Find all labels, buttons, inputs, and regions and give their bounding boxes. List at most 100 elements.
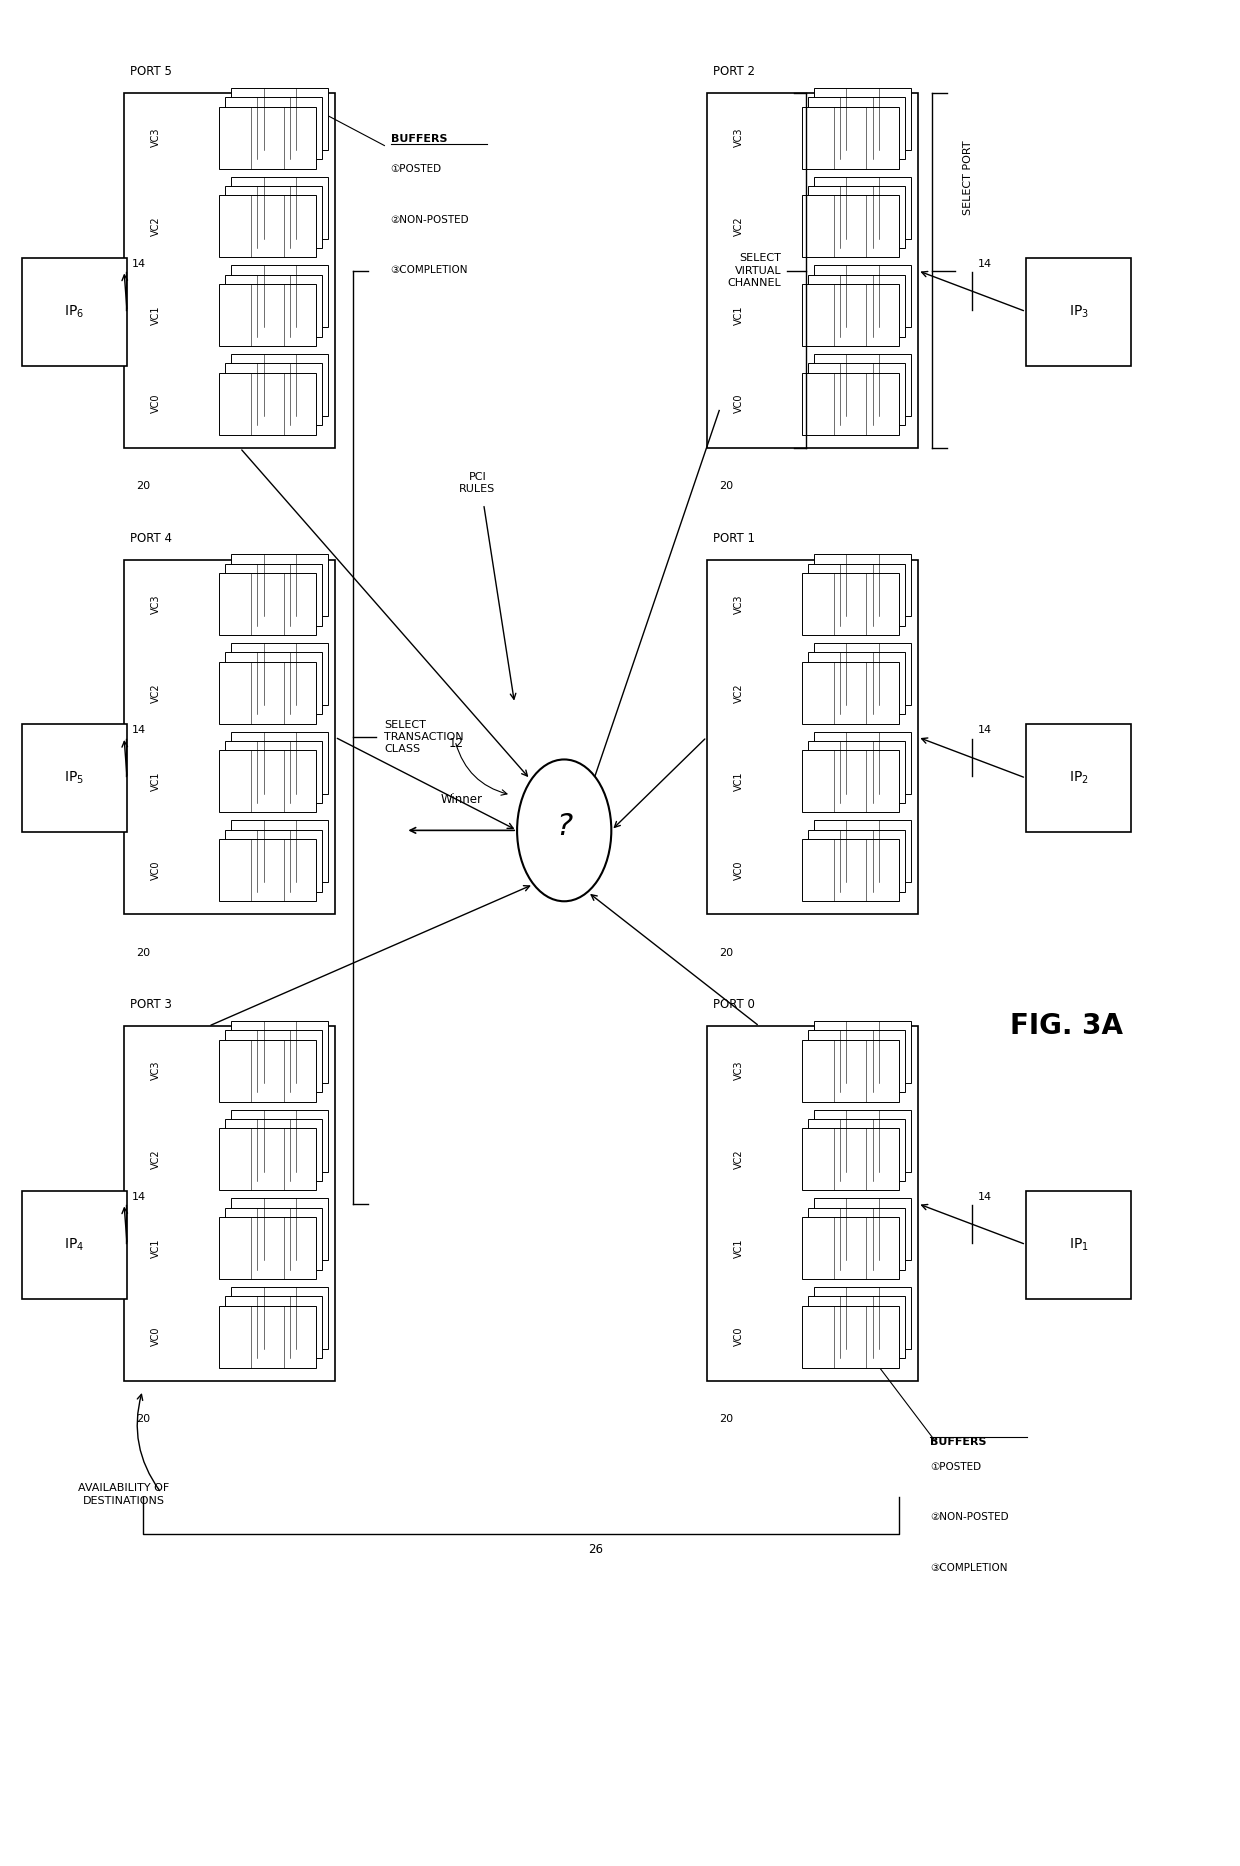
Text: IP$_2$: IP$_2$ bbox=[1069, 771, 1089, 786]
Text: VC0: VC0 bbox=[151, 1327, 161, 1345]
Bar bbox=[813, 355, 911, 416]
Bar bbox=[232, 265, 329, 327]
Bar bbox=[232, 1288, 329, 1349]
Bar bbox=[226, 653, 322, 715]
Bar bbox=[808, 830, 905, 892]
Bar bbox=[232, 821, 329, 883]
Bar bbox=[124, 93, 335, 448]
Bar bbox=[801, 106, 899, 168]
Bar bbox=[813, 1288, 911, 1349]
Bar bbox=[226, 1120, 322, 1181]
Bar bbox=[219, 662, 316, 724]
Bar bbox=[232, 554, 329, 616]
Text: VC1: VC1 bbox=[734, 1239, 744, 1258]
Bar bbox=[801, 750, 899, 812]
Bar bbox=[1025, 1191, 1131, 1299]
Text: PORT 3: PORT 3 bbox=[130, 998, 172, 1011]
Bar bbox=[707, 1026, 918, 1381]
Bar bbox=[813, 88, 911, 149]
Bar bbox=[219, 1129, 316, 1191]
Text: 14: 14 bbox=[978, 1192, 992, 1202]
Bar bbox=[226, 364, 322, 425]
Text: PORT 2: PORT 2 bbox=[713, 65, 755, 78]
Text: 12: 12 bbox=[449, 737, 464, 750]
Bar bbox=[219, 750, 316, 812]
Text: VC3: VC3 bbox=[151, 595, 161, 614]
Text: 14: 14 bbox=[131, 726, 146, 735]
Text: VC1: VC1 bbox=[151, 773, 161, 791]
Bar bbox=[801, 284, 899, 345]
Bar bbox=[219, 1306, 316, 1368]
Bar bbox=[813, 1021, 911, 1082]
Text: PORT 0: PORT 0 bbox=[713, 998, 755, 1011]
Bar bbox=[226, 187, 322, 248]
Bar bbox=[801, 1217, 899, 1278]
Bar bbox=[226, 274, 322, 336]
Bar bbox=[813, 821, 911, 883]
Bar bbox=[801, 1306, 899, 1368]
Text: 20: 20 bbox=[136, 481, 150, 491]
Text: BUFFERS: BUFFERS bbox=[930, 1437, 987, 1446]
Text: IP$_6$: IP$_6$ bbox=[64, 304, 84, 319]
Text: 14: 14 bbox=[131, 259, 146, 269]
Bar bbox=[21, 1191, 128, 1299]
Text: VC2: VC2 bbox=[734, 683, 744, 703]
Bar bbox=[219, 840, 316, 901]
Bar bbox=[813, 644, 911, 705]
Bar bbox=[801, 1129, 899, 1191]
Text: VC2: VC2 bbox=[734, 1149, 744, 1170]
Text: VC3: VC3 bbox=[151, 1062, 161, 1080]
Text: VC0: VC0 bbox=[734, 394, 744, 412]
Bar bbox=[808, 1120, 905, 1181]
Text: PCI
RULES: PCI RULES bbox=[459, 472, 496, 494]
Text: VC1: VC1 bbox=[734, 306, 744, 325]
Bar bbox=[232, 88, 329, 149]
Text: VC3: VC3 bbox=[734, 1062, 744, 1080]
Text: IP$_3$: IP$_3$ bbox=[1069, 304, 1089, 319]
Bar bbox=[226, 564, 322, 625]
Text: VC3: VC3 bbox=[734, 595, 744, 614]
Text: ?: ? bbox=[556, 812, 573, 842]
Bar bbox=[808, 1030, 905, 1092]
Text: SELECT
TRANSACTION
CLASS: SELECT TRANSACTION CLASS bbox=[384, 720, 464, 754]
Text: VC1: VC1 bbox=[734, 773, 744, 791]
Text: 14: 14 bbox=[131, 1192, 146, 1202]
Bar bbox=[801, 573, 899, 634]
Bar bbox=[707, 93, 918, 448]
Bar bbox=[801, 373, 899, 435]
Bar bbox=[813, 177, 911, 239]
Text: IP$_4$: IP$_4$ bbox=[64, 1237, 84, 1252]
Bar bbox=[808, 1297, 905, 1358]
Text: VC3: VC3 bbox=[734, 129, 744, 147]
Bar bbox=[219, 573, 316, 634]
Bar bbox=[1025, 258, 1131, 366]
Bar bbox=[219, 373, 316, 435]
Text: 20: 20 bbox=[719, 1414, 733, 1424]
Text: VC0: VC0 bbox=[151, 394, 161, 412]
Bar bbox=[813, 1110, 911, 1172]
Text: 20: 20 bbox=[719, 481, 733, 491]
Bar bbox=[808, 274, 905, 336]
Bar bbox=[232, 1110, 329, 1172]
Text: BUFFERS: BUFFERS bbox=[391, 134, 448, 144]
Text: ①POSTED: ①POSTED bbox=[391, 164, 441, 174]
Bar bbox=[813, 554, 911, 616]
Text: Winner: Winner bbox=[440, 793, 482, 806]
Bar bbox=[808, 364, 905, 425]
Text: 20: 20 bbox=[136, 1414, 150, 1424]
Bar bbox=[801, 196, 899, 258]
Bar bbox=[21, 258, 128, 366]
Bar bbox=[808, 741, 905, 802]
Text: ③COMPLETION: ③COMPLETION bbox=[391, 265, 469, 274]
Text: VC2: VC2 bbox=[151, 216, 161, 237]
Bar bbox=[801, 1039, 899, 1101]
Text: VC3: VC3 bbox=[151, 129, 161, 147]
Text: PORT 5: PORT 5 bbox=[130, 65, 172, 78]
Text: 20: 20 bbox=[719, 948, 733, 957]
Bar bbox=[219, 196, 316, 258]
Bar bbox=[21, 724, 128, 832]
Bar bbox=[226, 741, 322, 802]
Text: VC2: VC2 bbox=[734, 216, 744, 237]
Text: ①POSTED: ①POSTED bbox=[930, 1463, 981, 1472]
Text: VC0: VC0 bbox=[734, 860, 744, 879]
